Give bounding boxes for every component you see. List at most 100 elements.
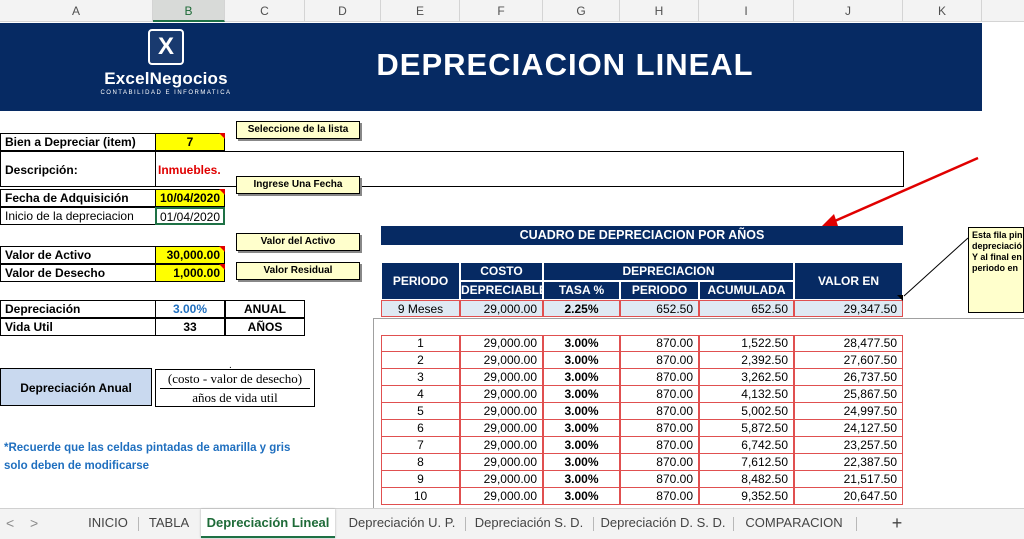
column-header-c[interactable]: C: [225, 0, 305, 22]
table-cell-periodo-amount: 870.00: [620, 403, 699, 420]
column-header-a[interactable]: A: [0, 0, 153, 22]
table-cell-periodo-amount: 870.00: [620, 335, 699, 352]
note-line-2: solo deben de modificarse: [4, 460, 150, 472]
table-cell-costo: 29,000.00: [460, 488, 543, 505]
valor-desecho-input[interactable]: 1,000.00: [155, 264, 225, 282]
selection-border: [373, 318, 374, 508]
vida-util-label: Vida Util: [0, 318, 155, 336]
depreciacion-label: Depreciación: [0, 300, 155, 318]
column-header-k[interactable]: K: [903, 0, 982, 22]
table-cell-periodo: 9 Meses: [381, 300, 460, 317]
header-costo: COSTO: [460, 262, 543, 281]
excelnegocios-logo: X ExcelNegocios CONTABILIDAD E INFORMATI…: [96, 29, 236, 109]
table-cell-tasa: 3.00%: [543, 454, 620, 471]
bien-label: Bien a Depreciar (item): [0, 133, 155, 151]
inicio-depreciacion-cell[interactable]: 01/04/2020: [155, 207, 225, 225]
tab-depreciacion-up[interactable]: Depreciación U. P.: [348, 515, 456, 530]
chevron-right-icon[interactable]: >: [30, 515, 39, 531]
valor-activo-input[interactable]: 30,000.00: [155, 246, 225, 264]
tip-seleccione-lista: Seleccione de la lista: [236, 121, 360, 139]
note-line-1: *Recuerde que las celdas pintadas de ama…: [4, 442, 291, 454]
tab-separator: [465, 517, 466, 531]
table-cell-valor-libros: 23,257.50: [794, 437, 903, 454]
descripcion-value: Inmuebles.: [155, 151, 904, 187]
page-title: DEPRECIACION LINEAL: [376, 47, 754, 82]
table-cell-valor-libros: 24,997.50: [794, 403, 903, 420]
column-header-i[interactable]: I: [699, 0, 794, 22]
table-cell-valor-libros: 26,737.50: [794, 369, 903, 386]
depreciacion-rate: 3.00%: [155, 300, 225, 318]
table-cell-periodo-amount: 870.00: [620, 437, 699, 454]
chevron-left-icon[interactable]: <: [6, 515, 15, 531]
table-cell-acumulada: 6,742.50: [699, 437, 794, 454]
logo-name: ExcelNegocios: [104, 69, 228, 88]
table-cell-periodo-amount: 870.00: [620, 488, 699, 505]
column-header-g[interactable]: G: [543, 0, 620, 22]
column-header-f[interactable]: F: [460, 0, 543, 22]
tab-separator: [733, 517, 734, 531]
table-cell-periodo: 5: [381, 403, 460, 420]
depreciation-table-title: CUADRO DE DEPRECIACION POR AÑOS: [381, 226, 903, 245]
tab-depreciacion-lineal[interactable]: Depreciación Lineal: [201, 509, 335, 538]
tab-separator: [856, 517, 857, 531]
tab-separator: [593, 517, 594, 531]
table-cell-acumulada: 2,392.50: [699, 352, 794, 369]
table-cell-tasa: 3.00%: [543, 471, 620, 488]
table-cell-tasa: 3.00%: [543, 437, 620, 454]
table-cell-periodo: 4: [381, 386, 460, 403]
valor-desecho-label: Valor de Desecho: [0, 264, 155, 282]
dot-mark: .: [229, 360, 232, 371]
table-cell-periodo: 1: [381, 335, 460, 352]
add-sheet-icon[interactable]: +: [891, 513, 903, 533]
column-header-bar: A B C D E F G H I J K: [0, 0, 1024, 22]
column-header-e[interactable]: E: [381, 0, 460, 22]
table-cell-acumulada: 9,352.50: [699, 488, 794, 505]
column-header-j[interactable]: J: [794, 0, 903, 22]
table-cell-tasa: 3.00%: [543, 420, 620, 437]
table-cell-acumulada: 3,262.50: [699, 369, 794, 386]
table-cell-acumulada: 5,002.50: [699, 403, 794, 420]
tab-tabla[interactable]: TABLA: [148, 515, 190, 530]
table-cell-periodo: 6: [381, 420, 460, 437]
tab-depreciacion-dsd[interactable]: Depreciación D. S. D.: [600, 515, 726, 530]
table-divider: [381, 335, 903, 336]
sheet-tab-bar: < > INICIO TABLA Depreciación Lineal Dep…: [0, 508, 1024, 539]
formula-numerator: (costo - valor de desecho): [160, 370, 310, 389]
table-cell-periodo: 9: [381, 471, 460, 488]
bien-input[interactable]: 7: [155, 133, 225, 151]
header-depreciable: DEPRECIABLE: [460, 281, 547, 300]
tab-comparacion[interactable]: COMPARACION: [745, 515, 843, 530]
table-cell-valor-libros: 20,647.50: [794, 488, 903, 505]
table-cell-periodo: 7: [381, 437, 460, 454]
formula-denominator: años de vida util: [192, 390, 278, 405]
column-header-h[interactable]: H: [620, 0, 699, 22]
table-cell-periodo-amount: 870.00: [620, 454, 699, 471]
tab-inicio[interactable]: INICIO: [88, 515, 128, 530]
table-cell-acumulada: 652.50: [699, 300, 794, 317]
table-cell-periodo-amount: 652.50: [620, 300, 699, 317]
comment-marker: [219, 133, 225, 139]
column-header-d[interactable]: D: [305, 0, 381, 22]
table-cell-valor-libros: 22,387.50: [794, 454, 903, 471]
table-cell-tasa: 3.00%: [543, 386, 620, 403]
table-cell-tasa: 3.00%: [543, 335, 620, 352]
table-cell-costo: 29,000.00: [460, 386, 543, 403]
depreciacion-anual-label: Depreciación Anual: [0, 368, 152, 406]
table-cell-periodo: 8: [381, 454, 460, 471]
table-cell-valor-libros: 21,517.50: [794, 471, 903, 488]
table-cell-valor-libros: 29,347.50: [794, 300, 903, 317]
column-header-b[interactable]: B: [153, 0, 225, 22]
header-banner: X ExcelNegocios CONTABILIDAD E INFORMATI…: [0, 23, 982, 111]
header-depreciacion: DEPRECIACION: [543, 262, 794, 281]
comment-marker: [897, 295, 903, 301]
table-cell-tasa: 2.25%: [543, 300, 620, 317]
depreciacion-unit: ANUAL: [225, 300, 305, 318]
table-cell-costo: 29,000.00: [460, 454, 543, 471]
tab-depreciacion-sd[interactable]: Depreciación S. D.: [474, 515, 584, 530]
valor-activo-label: Valor de Activo: [0, 246, 155, 264]
table-cell-costo: 29,000.00: [460, 403, 543, 420]
table-cell-periodo-amount: 870.00: [620, 386, 699, 403]
table-cell-acumulada: 5,872.50: [699, 420, 794, 437]
fecha-adquisicion-input[interactable]: 10/04/2020: [155, 189, 225, 207]
inicio-depreciacion-label: Inicio de la depreciacion: [0, 207, 155, 225]
